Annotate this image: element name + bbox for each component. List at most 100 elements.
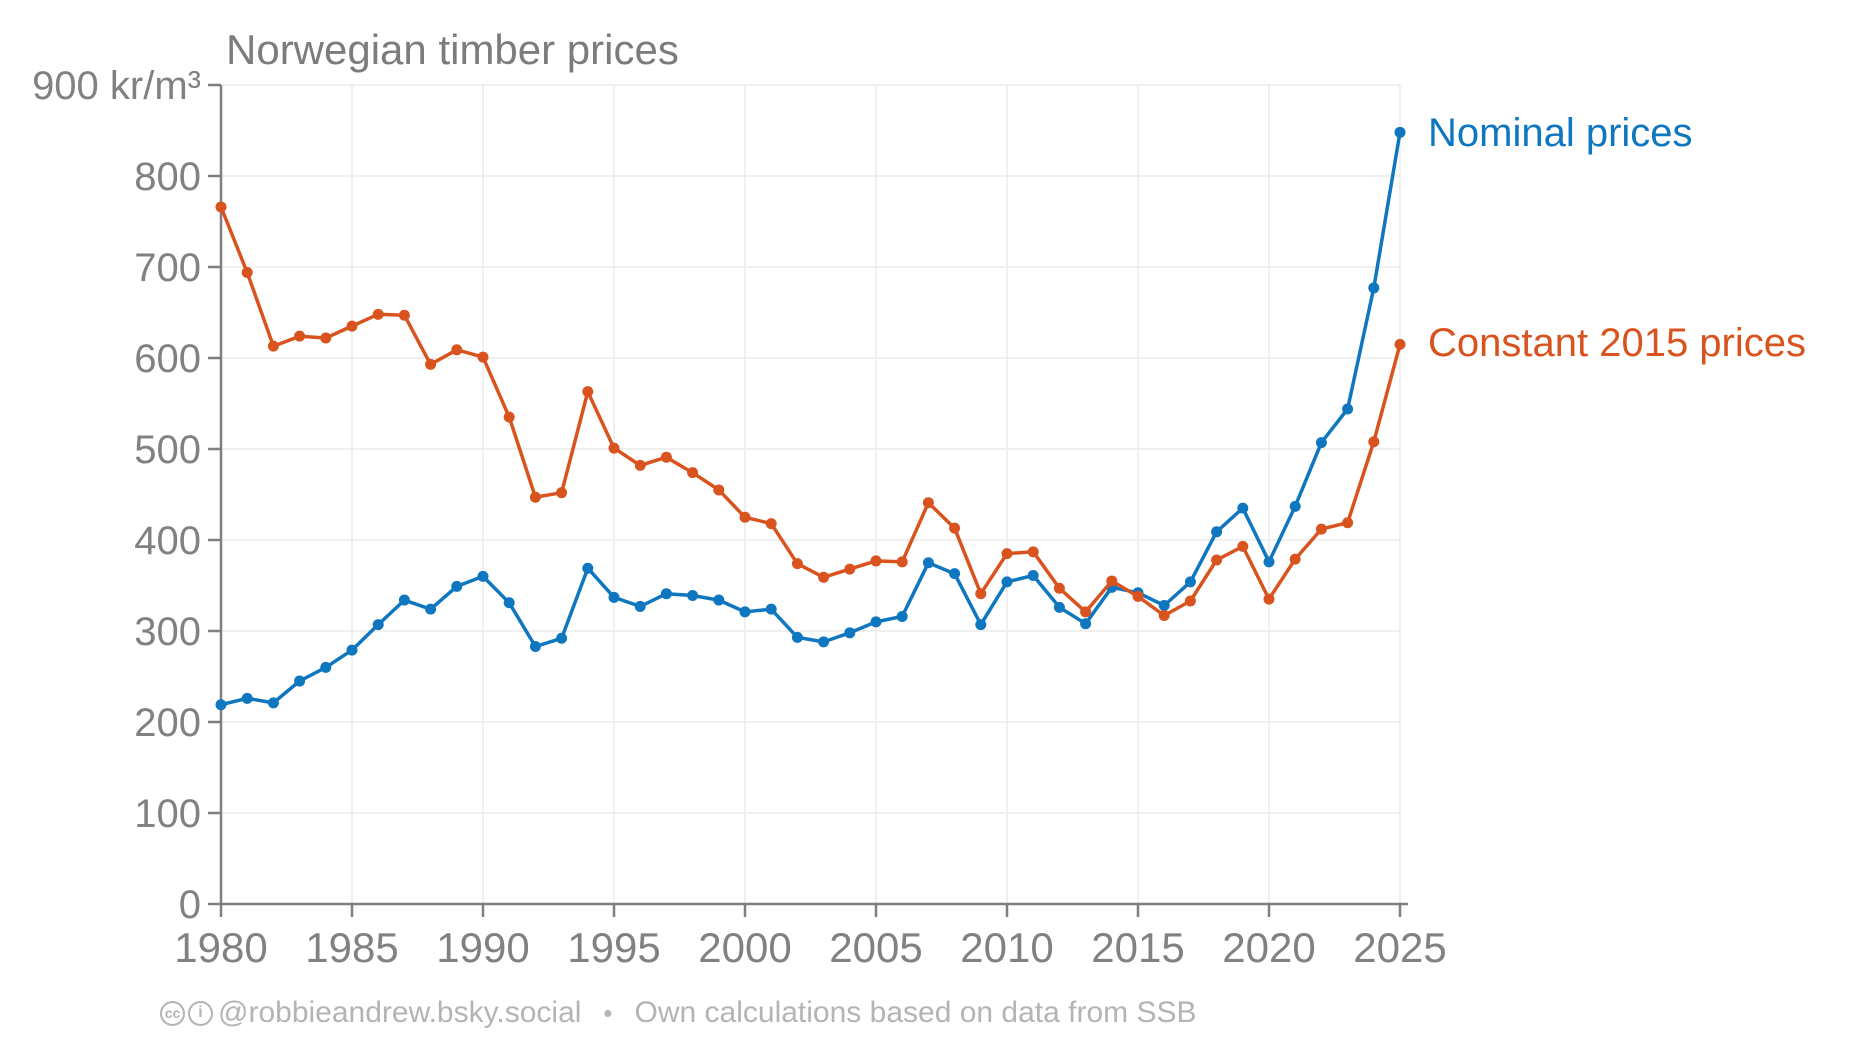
- data-point-constant: [1211, 554, 1223, 566]
- data-point-nominal: [267, 697, 279, 709]
- data-point-nominal: [687, 590, 699, 602]
- data-point-constant: [687, 467, 699, 479]
- y-tick-label: 400: [134, 519, 201, 563]
- y-tick-label: 100: [134, 792, 201, 836]
- data-point-constant: [1342, 517, 1354, 529]
- data-point-nominal: [608, 591, 620, 603]
- data-point-nominal: [660, 588, 672, 600]
- y-tick-label: 900 kr/m³: [32, 64, 201, 108]
- data-point-constant: [1158, 610, 1170, 622]
- footer-separator-dot: •: [603, 997, 613, 1028]
- data-point-constant: [634, 459, 646, 471]
- data-point-constant: [556, 487, 568, 499]
- data-point-nominal: [1342, 403, 1354, 415]
- data-point-constant: [1027, 546, 1039, 558]
- y-tick-label: 200: [134, 701, 201, 745]
- x-tick-label: 2025: [1353, 924, 1446, 971]
- data-point-constant: [398, 309, 410, 321]
- data-point-nominal: [1001, 576, 1013, 588]
- data-point-nominal: [1080, 618, 1092, 630]
- data-point-constant: [1080, 606, 1092, 618]
- data-point-constant: [346, 320, 358, 332]
- data-point-constant: [241, 266, 253, 278]
- data-point-constant: [1184, 595, 1196, 607]
- data-point-nominal: [398, 594, 410, 606]
- cc-by-letter: i: [198, 1004, 203, 1021]
- data-point-constant: [844, 563, 856, 575]
- data-point-constant: [1053, 582, 1065, 594]
- data-point-nominal: [320, 661, 332, 673]
- data-point-nominal: [582, 562, 594, 574]
- data-point-constant: [1106, 575, 1118, 587]
- data-point-nominal: [477, 570, 489, 582]
- data-point-nominal: [1263, 556, 1275, 568]
- y-tick-label: 500: [134, 428, 201, 472]
- footer-credit-line: cc i @robbieandrew.bsky.social • Own cal…: [160, 996, 1197, 1030]
- data-point-constant: [818, 571, 830, 583]
- data-point-nominal: [215, 699, 227, 711]
- data-point-nominal: [949, 568, 961, 580]
- data-point-constant: [975, 588, 987, 600]
- data-point-nominal: [844, 627, 856, 639]
- data-point-constant: [503, 411, 515, 423]
- legend-label-constant: Constant 2015 prices: [1428, 321, 1807, 365]
- x-tick-label: 2020: [1222, 924, 1315, 971]
- x-tick-label: 1995: [567, 924, 660, 971]
- chart-title: Norwegian timber prices: [226, 26, 679, 73]
- data-point-constant: [791, 558, 803, 570]
- data-point-nominal: [503, 597, 515, 609]
- data-point-constant: [372, 308, 384, 320]
- data-point-constant: [425, 358, 437, 370]
- data-point-constant: [1368, 436, 1380, 448]
- data-point-nominal: [1027, 569, 1039, 581]
- data-point-nominal: [1053, 601, 1065, 613]
- data-point-constant: [320, 332, 332, 344]
- data-point-constant: [1315, 523, 1327, 535]
- data-point-constant: [215, 201, 227, 213]
- y-tick-label: 0: [179, 883, 201, 927]
- data-point-constant: [608, 442, 620, 454]
- data-point-nominal: [713, 594, 725, 606]
- data-point-constant: [713, 484, 725, 496]
- data-point-nominal: [1211, 526, 1223, 538]
- data-point-nominal: [1289, 500, 1301, 512]
- legend-label-nominal: Nominal prices: [1428, 111, 1693, 155]
- data-point-constant: [477, 351, 489, 363]
- data-point-constant: [922, 497, 934, 509]
- data-point-nominal: [241, 692, 253, 704]
- data-point-constant: [267, 340, 279, 352]
- x-tick-label: 1980: [174, 924, 267, 971]
- data-point-constant: [660, 451, 672, 463]
- data-point-constant: [1263, 593, 1275, 605]
- data-point-constant: [949, 522, 961, 534]
- data-point-nominal: [1158, 600, 1170, 612]
- data-point-constant: [870, 555, 882, 567]
- data-point-nominal: [1237, 502, 1249, 514]
- y-tick-label: 600: [134, 337, 201, 381]
- data-point-nominal: [791, 631, 803, 643]
- data-point-nominal: [765, 603, 777, 615]
- data-point-nominal: [1368, 282, 1380, 294]
- data-point-constant: [765, 518, 777, 530]
- data-point-nominal: [346, 644, 358, 656]
- data-point-nominal: [634, 600, 646, 612]
- y-tick-label: 300: [134, 610, 201, 654]
- data-point-constant: [582, 386, 594, 398]
- data-point-nominal: [1184, 576, 1196, 588]
- x-tick-label: 2005: [829, 924, 922, 971]
- data-point-nominal: [818, 636, 830, 648]
- data-point-nominal: [922, 557, 934, 569]
- data-point-constant: [1237, 540, 1249, 552]
- x-tick-label: 1985: [305, 924, 398, 971]
- data-point-constant: [451, 344, 463, 356]
- data-point-nominal: [1315, 437, 1327, 449]
- x-tick-label: 1990: [436, 924, 529, 971]
- author-handle: @robbieandrew.bsky.social: [218, 996, 582, 1029]
- data-point-nominal: [896, 610, 908, 622]
- data-point-nominal: [425, 603, 437, 615]
- source-credit: Own calculations based on data from SSB: [634, 996, 1197, 1029]
- data-point-nominal: [556, 632, 568, 644]
- data-point-constant: [294, 330, 306, 342]
- data-point-constant: [1132, 590, 1144, 602]
